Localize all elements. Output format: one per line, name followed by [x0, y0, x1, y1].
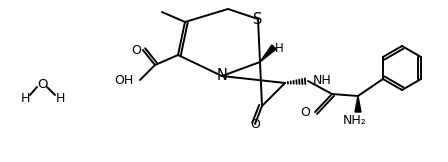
Polygon shape	[260, 45, 276, 62]
Text: S: S	[253, 12, 263, 27]
Text: H: H	[55, 92, 65, 104]
Text: O: O	[250, 117, 260, 131]
Text: O: O	[37, 77, 47, 91]
Text: H: H	[275, 41, 284, 54]
Text: NH: NH	[313, 75, 332, 87]
Text: NH₂: NH₂	[343, 114, 367, 127]
Text: H: H	[20, 92, 30, 104]
Text: O: O	[131, 44, 141, 57]
Polygon shape	[355, 96, 361, 112]
Text: O: O	[300, 105, 310, 118]
Text: N: N	[216, 69, 228, 83]
Text: OH: OH	[114, 74, 133, 87]
